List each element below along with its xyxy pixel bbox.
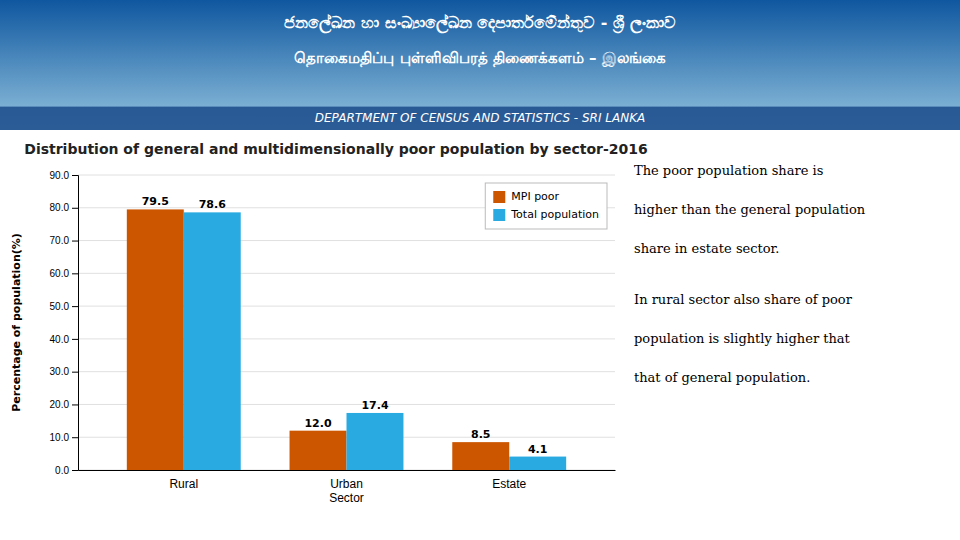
y-tick-mark [72, 306, 78, 307]
header-strip [0, 107, 960, 130]
x-tick-label-line: Estate [492, 477, 526, 491]
y-tick-mark [72, 175, 78, 176]
y-tick-label: 50.0 [50, 301, 70, 312]
y-tick: 40.0 [50, 334, 78, 345]
y-tick-mark [72, 470, 78, 471]
legend-box [485, 183, 607, 229]
data-label: 78.6 [199, 198, 226, 211]
legend: MPI poor Total population [485, 183, 607, 229]
x-tick: UrbanSector [329, 477, 364, 505]
bar [184, 212, 241, 470]
note-text: The poor population share is [634, 163, 823, 178]
legend-label: Total population [510, 208, 599, 221]
data-label: 17.4 [361, 399, 388, 412]
bar [452, 442, 509, 470]
bar-series [127, 209, 509, 470]
header: ජනලේඛන හා සංඛ්‍යාලේඛන දෙපාර්තමේන්තුව - ශ… [0, 0, 960, 130]
bar [347, 413, 404, 470]
bars [127, 209, 566, 470]
y-tick-label: 70.0 [50, 235, 70, 246]
y-tick: 20.0 [50, 399, 78, 410]
y-tick-label: 30.0 [50, 366, 70, 377]
bar [509, 457, 566, 470]
grid [78, 175, 615, 470]
y-tick-label: 10.0 [50, 432, 70, 443]
bar [290, 431, 347, 470]
y-tick: 90.0 [50, 170, 78, 181]
y-tick: 80.0 [50, 202, 78, 213]
grid-line [78, 175, 615, 176]
header-text: DEPARTMENT OF CENSUS AND STATISTICS - SR… [315, 111, 646, 125]
note-text: that of general population. [634, 370, 810, 385]
header-text: தொகைமதிப்பு புள்ளிவிபரத் திணைக்களம் – இல… [294, 49, 665, 68]
y-tick: 50.0 [50, 301, 78, 312]
data-label: 8.5 [471, 428, 491, 441]
header-text: ජනලේඛන හා සංඛ්‍යාලේඛන දෙපාර්තමේන්තුව - ශ… [284, 13, 675, 34]
x-tick-label-line: Rural [169, 477, 198, 491]
y-tick-label: 20.0 [50, 399, 70, 410]
y-tick: 30.0 [50, 366, 78, 377]
axis-line [72, 176, 79, 471]
x-tick-label: Estate [492, 477, 526, 491]
data-label: 4.1 [528, 443, 548, 456]
y-tick-mark [72, 404, 78, 405]
chart-title: Distribution of general and multidimensi… [24, 141, 647, 157]
y-tick-label: 40.0 [50, 334, 70, 345]
legend-entry: Total population [493, 208, 599, 221]
axis-line [79, 470, 616, 471]
x-tick-label-line: Sector [329, 491, 364, 505]
notes: The poor population share is higher than … [634, 163, 866, 385]
chart: 0.0 10.0 20.0 30.0 40.0 50.0 60.0 70.0 80.0 90.0 R… [10, 170, 616, 505]
header-background [0, 0, 960, 130]
y-tick-mark [72, 437, 78, 438]
y-tick-label: 80.0 [50, 202, 70, 213]
y-tick-label: 90.0 [50, 170, 70, 181]
y-tick: 10.0 [50, 432, 78, 443]
note-text: higher than the general population [634, 202, 866, 217]
note-text: population is slightly higher that [634, 331, 851, 346]
x-tick-label: UrbanSector [329, 477, 364, 505]
y-tick: 60.0 [50, 268, 78, 279]
x-tick: Rural [169, 477, 198, 491]
y-tick: 70.0 [50, 235, 78, 246]
y-tick-label: 60.0 [50, 268, 70, 279]
legend-label: MPI poor [511, 190, 559, 203]
note-text: share in estate sector. [634, 241, 780, 256]
x-tick-label-line: Urban [330, 477, 363, 491]
data-label: 12.0 [304, 417, 331, 430]
data-labels: 79.5 12.0 8.5 78.6 17.4 4.1 [142, 195, 548, 455]
y-axis-title: Percentage of population(%) [10, 233, 23, 412]
y-axis: 0.0 10.0 20.0 30.0 40.0 50.0 60.0 70.0 80.0 90.0 [50, 170, 79, 476]
legend-swatch [493, 209, 505, 221]
data-label: 79.5 [142, 195, 169, 208]
y-tick-mark [72, 208, 78, 209]
legend-swatch [493, 191, 505, 203]
bar-series [184, 212, 566, 470]
y-tick-mark [72, 372, 78, 373]
x-tick: Estate [492, 477, 526, 491]
y-tick-mark [72, 339, 78, 340]
legend-entry: MPI poor [493, 190, 559, 203]
note-text: In rural sector also share of poor [634, 292, 853, 307]
y-tick-mark [72, 273, 78, 274]
y-tick-label: 0.0 [55, 465, 69, 476]
bar [127, 209, 184, 470]
x-tick-label: Rural [169, 477, 198, 491]
y-tick: 0.0 [55, 465, 78, 476]
page: ජනලේඛන හා සංඛ්‍යාලේඛන දෙපාර්තමේන්තුව - ශ… [0, 0, 960, 540]
x-axis: Rural UrbanSector Estate [79, 471, 616, 505]
y-tick-mark [72, 241, 78, 242]
